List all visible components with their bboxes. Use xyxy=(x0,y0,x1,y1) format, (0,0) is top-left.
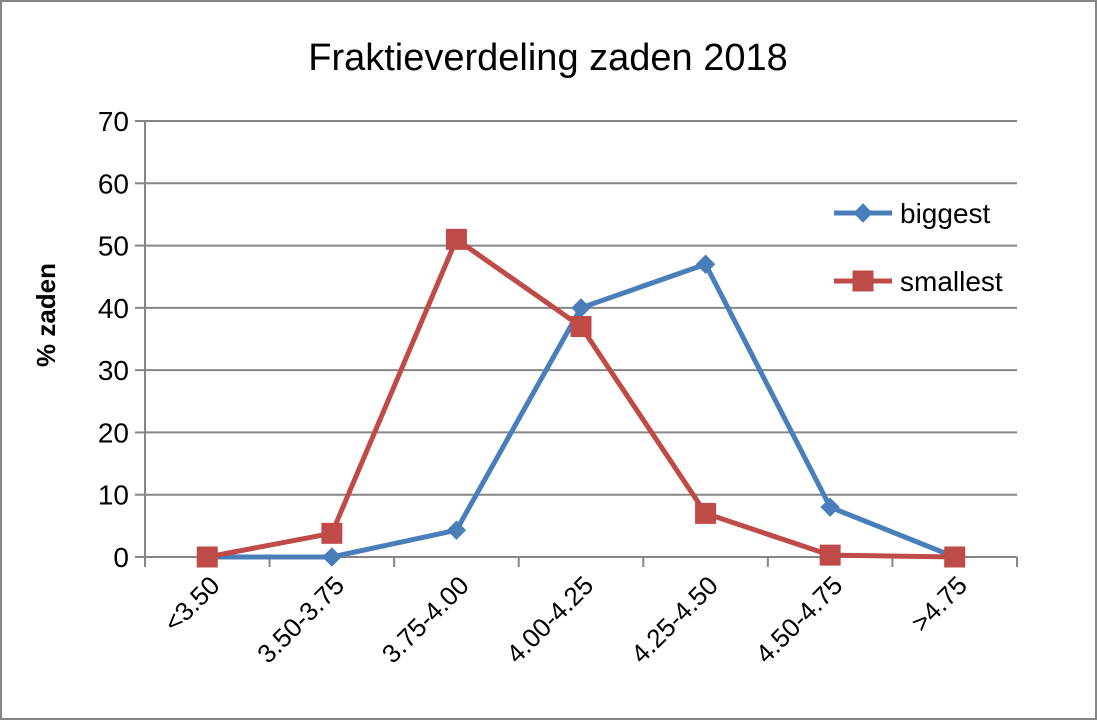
data-point-smallest xyxy=(445,228,467,250)
legend-marker-smallest xyxy=(852,270,874,292)
x-tick-label: 4.25-4.50 xyxy=(625,570,724,669)
data-point-biggest xyxy=(446,520,467,540)
x-tick-label: 4.50-4.75 xyxy=(749,570,848,669)
data-point-smallest xyxy=(196,546,218,568)
x-tick-label: >4.75 xyxy=(905,570,973,638)
data-point-smallest xyxy=(695,502,717,524)
y-tick-label: 0 xyxy=(113,542,129,573)
data-point-biggest xyxy=(322,547,342,567)
y-tick-label: 40 xyxy=(98,293,129,324)
data-point-biggest xyxy=(695,254,716,274)
x-tick-label: <3.50 xyxy=(158,570,226,638)
y-axis-label: % zaden xyxy=(31,263,61,367)
legend-label-biggest: biggest xyxy=(900,198,991,229)
data-point-biggest xyxy=(820,497,840,517)
y-tick-label: 20 xyxy=(98,417,129,448)
data-point-smallest xyxy=(570,316,592,338)
x-tick-label: 3.75-4.00 xyxy=(376,570,475,669)
y-tick-label: 70 xyxy=(98,106,129,137)
series-line-smallest xyxy=(206,236,955,560)
chart-title: Fraktieverdeling zaden 2018 xyxy=(308,37,788,79)
y-tick-label: 30 xyxy=(98,355,129,386)
data-point-smallest xyxy=(321,522,343,544)
x-tick-label: 3.50-3.75 xyxy=(251,570,350,669)
legend-marker-biggest xyxy=(853,203,873,223)
x-tick-label: 4.00-4.25 xyxy=(500,570,599,669)
legend-label-smallest: smallest xyxy=(900,266,1003,297)
y-tick-label: 60 xyxy=(98,168,129,199)
data-point-smallest xyxy=(819,544,841,566)
data-point-smallest xyxy=(944,546,966,568)
y-tick-label: 10 xyxy=(98,480,129,511)
y-tick-label: 50 xyxy=(98,231,129,262)
